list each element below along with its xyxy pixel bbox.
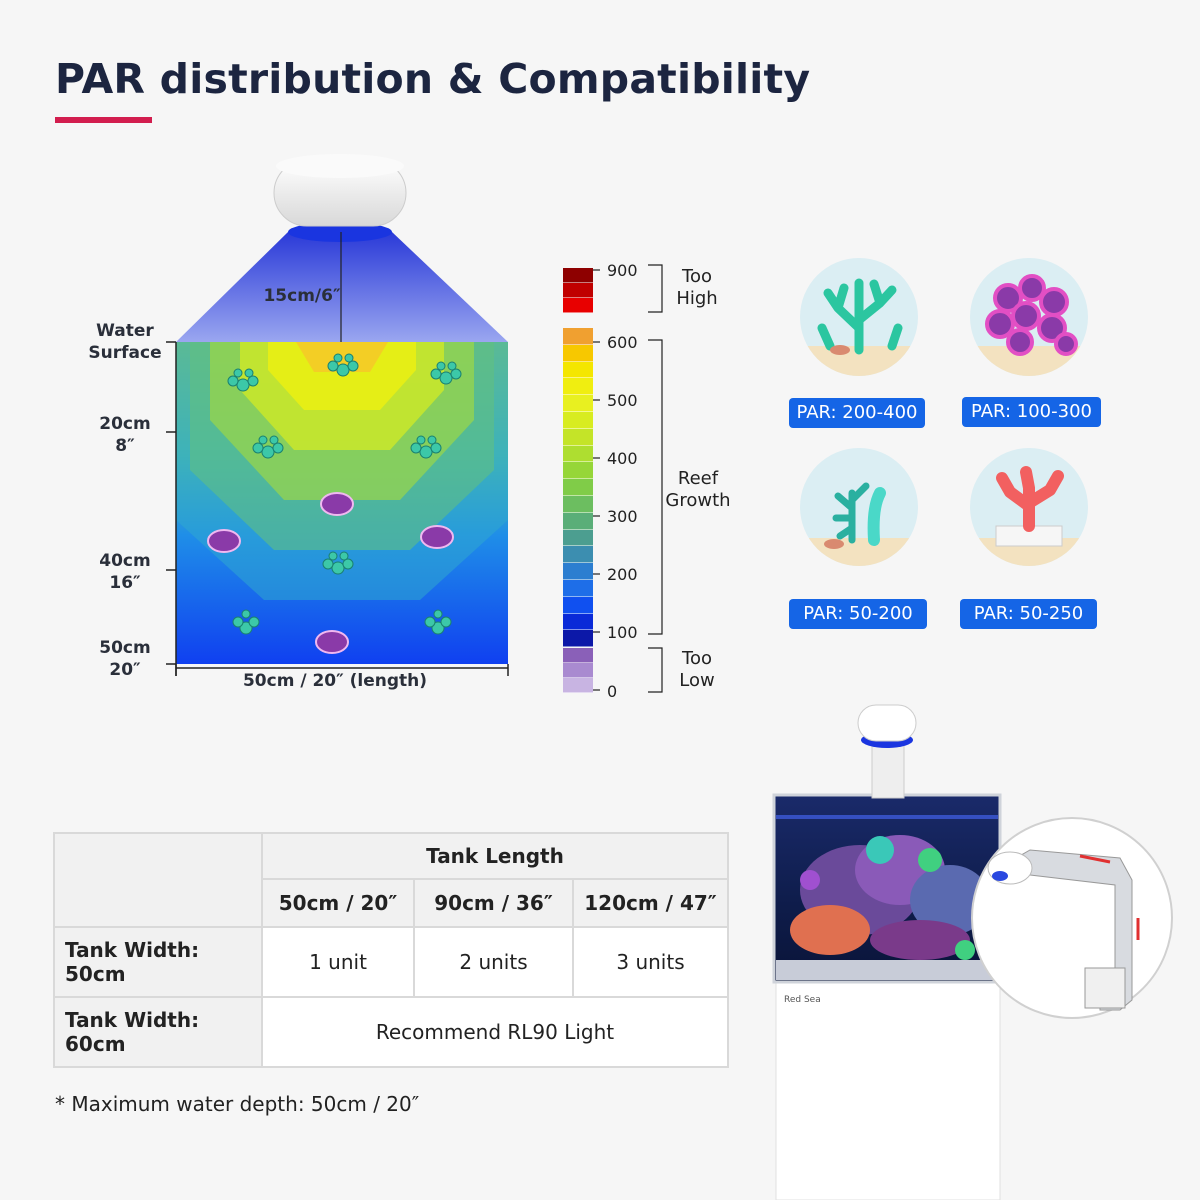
scale-swatch [563,563,593,580]
scale-tick: 400 [607,449,638,468]
scale-swatch [563,479,593,496]
green-branch-coral-icon [800,258,918,376]
scale-swatch [563,462,593,480]
table-cell: 3 units [572,926,729,998]
purple-brain-coral-icon [970,258,1088,376]
par-scale-high [563,268,593,313]
scale-tick: 0 [607,682,618,701]
scale-swatch [563,579,593,597]
table-corner [53,832,263,928]
coral-marker [327,353,359,377]
aquarium-illustration: Red Sea [772,704,1173,1200]
scale-tick: 300 [607,507,638,526]
tank-length-header: Tank Length [261,832,729,880]
recommendation-cell: Recommend RL90 Light [261,996,729,1068]
coral-marker [315,630,349,654]
scale-swatch [563,663,593,678]
light-beam [176,232,508,342]
mount-detail-circle [971,817,1173,1019]
range-too-high: Too High [676,266,718,309]
depth-label-20cm: 20cm 8″ [99,414,151,456]
scale-swatch [563,268,593,283]
scale-swatch [563,546,593,564]
teal-soft-coral-icon [800,448,918,566]
scale-swatch [563,495,593,513]
scale-swatch [563,613,593,631]
coral-marker [420,525,454,549]
scale-swatch [563,344,593,362]
range-too-low: Too Low [679,648,715,691]
par-badge: PAR: 50-200 [789,599,927,629]
par-badge: PAR: 200-400 [789,398,925,428]
scale-swatch [563,678,593,693]
scale-swatch [563,630,593,648]
footnote: * Maximum water depth: 50cm / 20″ [55,1092,420,1116]
scale-swatch [563,529,593,547]
table-cell: 1 unit [261,926,415,998]
cabinet [775,981,1001,1200]
coral-marker [227,368,259,392]
scale-swatch [563,395,593,412]
tank-brand: Red Sea [784,995,821,1005]
scale-swatch [563,596,593,614]
par-diagram [166,154,509,676]
par-badge: PAR: 50-250 [960,599,1097,629]
title-underline [55,117,152,123]
mount-bracket-icon [987,849,1140,1011]
range-reef-growth: Reef Growth [665,468,731,511]
coral-marker [322,551,354,575]
page-title: PAR distribution & Compatibility [55,55,811,103]
scale-swatch [563,411,593,429]
length-label: 50cm / 20″ (length) [242,671,428,691]
scale-swatch [563,283,593,298]
water-surface-label: Water Surface [88,321,162,363]
scale-tick: 100 [607,623,638,642]
par-scale-growth [563,328,593,648]
table-row: Tank Width: 60cm Recommend RL90 Light [53,996,729,1068]
scale-tick: 900 [607,261,638,280]
red-tube-coral-icon [970,448,1088,566]
row-header: Tank Width: 50cm [53,926,263,998]
scale-swatch [563,361,593,379]
column-header: 120cm / 47″ [572,878,729,928]
scale-tick: 500 [607,391,638,410]
depth-label-40cm: 40cm 16″ [99,551,151,593]
scale-tick: 200 [607,565,638,584]
par-scale-low [563,648,593,693]
coral-marker [424,609,452,635]
par-scale-brackets [593,264,663,693]
table-row: Tank Width: 50cm 1 unit 2 units 3 units [53,926,729,998]
compatibility-table: Tank Length 50cm / 20″ 90cm / 36″ 120cm … [53,832,729,1068]
scale-swatch [563,378,593,396]
scale-swatch [563,328,593,345]
scale-tick: 600 [607,333,638,352]
scale-swatch [563,298,593,313]
scale-swatch [563,445,593,463]
column-header: 50cm / 20″ [261,878,415,928]
light-fixture-icon [273,154,407,242]
coral-marker [430,361,462,385]
par-badge: PAR: 100-300 [962,397,1101,427]
table-cell: 2 units [413,926,574,998]
coral-marker [232,609,260,635]
scale-swatch [563,428,593,446]
scale-swatch [563,512,593,530]
coral-marker [320,492,354,516]
tank-light-icon [857,704,917,799]
coral-marker [207,529,241,553]
column-header: 90cm / 36″ [413,878,574,928]
coral-marker [252,435,284,459]
coral-marker [410,435,442,459]
scale-swatch [563,648,593,663]
fixture-height-label: 15cm/6″ [263,286,341,306]
row-header: Tank Width: 60cm [53,996,263,1068]
depth-label-50cm: 50cm 20″ [99,638,151,680]
